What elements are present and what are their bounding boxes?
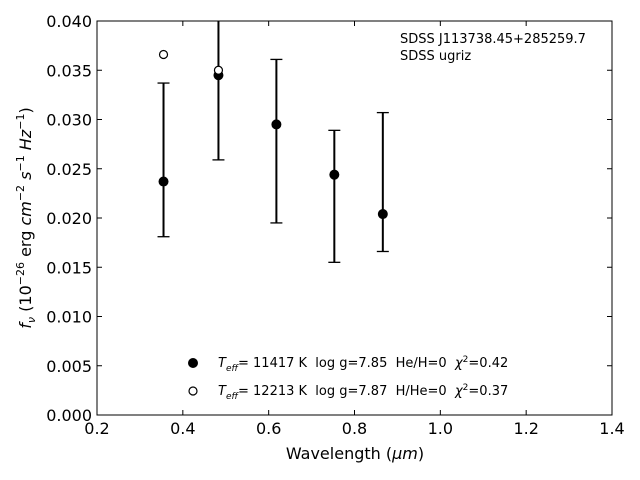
x-tick-label: 1.0 bbox=[428, 419, 453, 438]
annotation-object-name: SDSS J113738.45+285259.7 bbox=[400, 32, 586, 47]
data-point-open bbox=[213, 65, 224, 75]
legend-entry-2: Teff= 12213 K log g=7.87 H/He=0 χ2=0.37 bbox=[218, 383, 508, 402]
data-point-open bbox=[158, 49, 169, 60]
y-tick-label: 0.015 bbox=[46, 258, 92, 277]
annotation-survey: SDSS ugriz bbox=[400, 49, 471, 64]
x-tick-label: 0.8 bbox=[342, 419, 367, 438]
y-tick-label: 0.000 bbox=[46, 406, 92, 425]
legend: Teff= 11417 K log g=7.85 He/H=0 χ2=0.42 … bbox=[188, 355, 508, 402]
y-tick-label: 0.030 bbox=[46, 111, 92, 130]
legend-entry-1: Teff= 11417 K log g=7.85 He/H=0 χ2=0.42 bbox=[218, 355, 508, 374]
data-marks bbox=[157, 21, 389, 263]
data-point-filled bbox=[271, 119, 282, 130]
y-tick-label: 0.040 bbox=[46, 12, 92, 31]
legend-marker-filled bbox=[188, 358, 198, 368]
x-tick-label: 0.2 bbox=[84, 419, 109, 438]
y-tick-label: 0.010 bbox=[46, 308, 92, 327]
data-point-filled bbox=[329, 169, 340, 180]
y-tick-label: 0.020 bbox=[46, 209, 92, 228]
x-tick-label: 1.4 bbox=[599, 419, 624, 438]
legend-marker-open bbox=[188, 386, 198, 396]
y-tick-label: 0.035 bbox=[46, 61, 92, 80]
x-tick-label: 1.2 bbox=[513, 419, 538, 438]
data-point-filled bbox=[158, 176, 169, 187]
y-axis-label: fν (10−26 erg cm−2 s−1 Hz−1) bbox=[14, 107, 38, 328]
x-tick-label: 0.4 bbox=[170, 419, 195, 438]
data-point-filled bbox=[377, 209, 388, 220]
x-tick-label: 0.6 bbox=[256, 419, 281, 438]
ticks: 0.2 0.4 0.6 0.8 1.0 1.2 1.4 0.000 0.005 0.010 0.01… bbox=[46, 12, 625, 438]
x-axis-label: Wavelength (μm) bbox=[286, 444, 424, 463]
y-tick-label: 0.025 bbox=[46, 160, 92, 179]
y-tick-label: 0.005 bbox=[46, 357, 92, 376]
